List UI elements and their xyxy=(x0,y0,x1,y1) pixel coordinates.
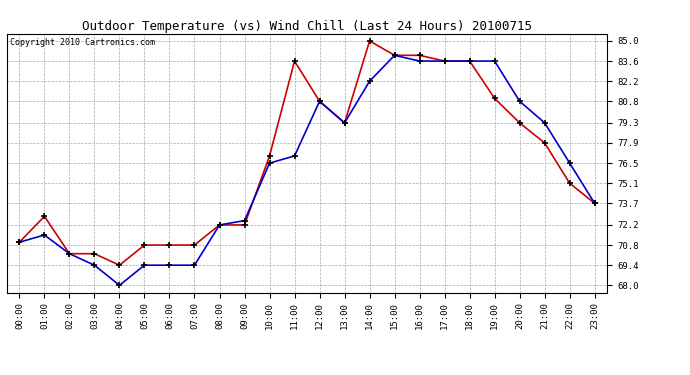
Title: Outdoor Temperature (vs) Wind Chill (Last 24 Hours) 20100715: Outdoor Temperature (vs) Wind Chill (Las… xyxy=(82,20,532,33)
Text: Copyright 2010 Cartronics.com: Copyright 2010 Cartronics.com xyxy=(10,38,155,46)
